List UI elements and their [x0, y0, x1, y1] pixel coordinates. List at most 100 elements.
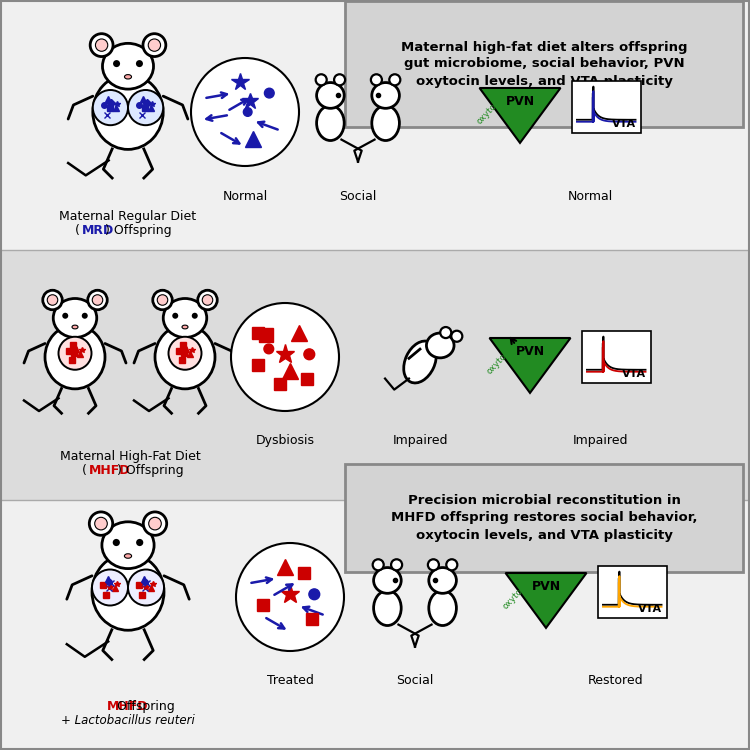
Ellipse shape — [72, 326, 78, 328]
Text: Dysbiosis: Dysbiosis — [256, 434, 314, 447]
Text: Impaired: Impaired — [392, 434, 448, 447]
Circle shape — [128, 90, 164, 125]
Text: (: ( — [75, 224, 80, 237]
Ellipse shape — [427, 333, 454, 358]
Circle shape — [244, 108, 252, 116]
Ellipse shape — [316, 82, 344, 108]
Ellipse shape — [88, 290, 107, 310]
Ellipse shape — [143, 512, 166, 535]
Ellipse shape — [153, 290, 173, 310]
Bar — [0, 250, 750, 500]
Circle shape — [191, 58, 299, 166]
Text: MRD: MRD — [82, 224, 114, 237]
Ellipse shape — [94, 518, 107, 530]
Ellipse shape — [372, 106, 400, 140]
Ellipse shape — [93, 74, 164, 149]
Circle shape — [192, 313, 198, 319]
Ellipse shape — [374, 568, 401, 593]
Circle shape — [236, 543, 344, 651]
Text: oxytocin: oxytocin — [475, 92, 507, 126]
Ellipse shape — [95, 39, 108, 51]
Ellipse shape — [43, 290, 62, 310]
Ellipse shape — [148, 518, 161, 530]
Circle shape — [82, 313, 88, 319]
Text: + Lactobacillus reuteri: + Lactobacillus reuteri — [62, 714, 195, 727]
Ellipse shape — [90, 34, 113, 56]
Text: Precision microbial reconstitution in
MHFD offspring restores social behavior,
o: Precision microbial reconstitution in MH… — [391, 494, 698, 542]
Ellipse shape — [404, 341, 436, 383]
Polygon shape — [506, 573, 586, 628]
Ellipse shape — [446, 560, 458, 570]
Ellipse shape — [316, 106, 344, 140]
Ellipse shape — [143, 34, 166, 56]
Ellipse shape — [102, 522, 154, 568]
Text: PVN: PVN — [515, 346, 544, 358]
Text: oxytocin: oxytocin — [484, 342, 518, 376]
Polygon shape — [479, 88, 560, 143]
Text: MHFD: MHFD — [89, 464, 130, 477]
Text: VTA: VTA — [638, 604, 662, 613]
Circle shape — [304, 349, 315, 360]
Ellipse shape — [389, 74, 400, 86]
Text: PVN: PVN — [506, 95, 535, 109]
Text: Maternal High-Fat Diet: Maternal High-Fat Diet — [60, 450, 200, 463]
Circle shape — [172, 313, 178, 319]
Ellipse shape — [92, 554, 164, 630]
Ellipse shape — [45, 326, 105, 388]
Ellipse shape — [391, 560, 402, 570]
Ellipse shape — [155, 326, 215, 388]
Ellipse shape — [92, 295, 103, 305]
Ellipse shape — [334, 74, 345, 86]
FancyBboxPatch shape — [345, 464, 743, 572]
Text: ) Offspring: ) Offspring — [105, 224, 172, 237]
Circle shape — [128, 569, 164, 605]
Ellipse shape — [47, 295, 58, 305]
Text: VTA: VTA — [622, 368, 646, 379]
Ellipse shape — [371, 74, 382, 86]
Ellipse shape — [164, 298, 207, 338]
Text: Social: Social — [339, 190, 376, 203]
Text: PVN: PVN — [532, 580, 560, 593]
FancyBboxPatch shape — [345, 1, 743, 127]
Ellipse shape — [103, 44, 154, 89]
Circle shape — [309, 589, 320, 600]
Ellipse shape — [124, 74, 131, 79]
Text: oxytocin: oxytocin — [500, 577, 533, 611]
Circle shape — [136, 539, 143, 546]
Text: Normal: Normal — [567, 190, 613, 203]
Circle shape — [136, 60, 143, 67]
Bar — [0, 500, 750, 750]
Ellipse shape — [158, 295, 168, 305]
Ellipse shape — [429, 590, 457, 626]
Polygon shape — [490, 338, 571, 393]
Ellipse shape — [372, 82, 400, 108]
Circle shape — [265, 88, 274, 98]
Circle shape — [264, 344, 274, 354]
Text: Social: Social — [396, 674, 433, 687]
Bar — [598, 566, 667, 617]
Ellipse shape — [452, 331, 462, 342]
Text: MHFD: MHFD — [107, 700, 148, 713]
Bar — [0, 0, 750, 250]
Circle shape — [113, 60, 120, 67]
Ellipse shape — [53, 298, 97, 338]
Text: VTA: VTA — [613, 118, 637, 128]
Ellipse shape — [202, 295, 213, 305]
Ellipse shape — [124, 554, 131, 558]
Text: Impaired: Impaired — [572, 434, 628, 447]
Ellipse shape — [198, 290, 217, 310]
Circle shape — [62, 313, 68, 319]
Bar — [572, 82, 640, 133]
Ellipse shape — [182, 326, 188, 328]
Bar — [582, 332, 650, 382]
Text: Normal: Normal — [222, 190, 268, 203]
Text: Offspring: Offspring — [81, 700, 175, 713]
Circle shape — [92, 569, 128, 605]
Ellipse shape — [374, 590, 401, 626]
Circle shape — [112, 539, 120, 546]
Text: (: ( — [82, 464, 87, 477]
Circle shape — [93, 90, 128, 125]
Circle shape — [231, 303, 339, 411]
Ellipse shape — [428, 560, 439, 570]
Text: ) Offspring: ) Offspring — [117, 464, 184, 477]
